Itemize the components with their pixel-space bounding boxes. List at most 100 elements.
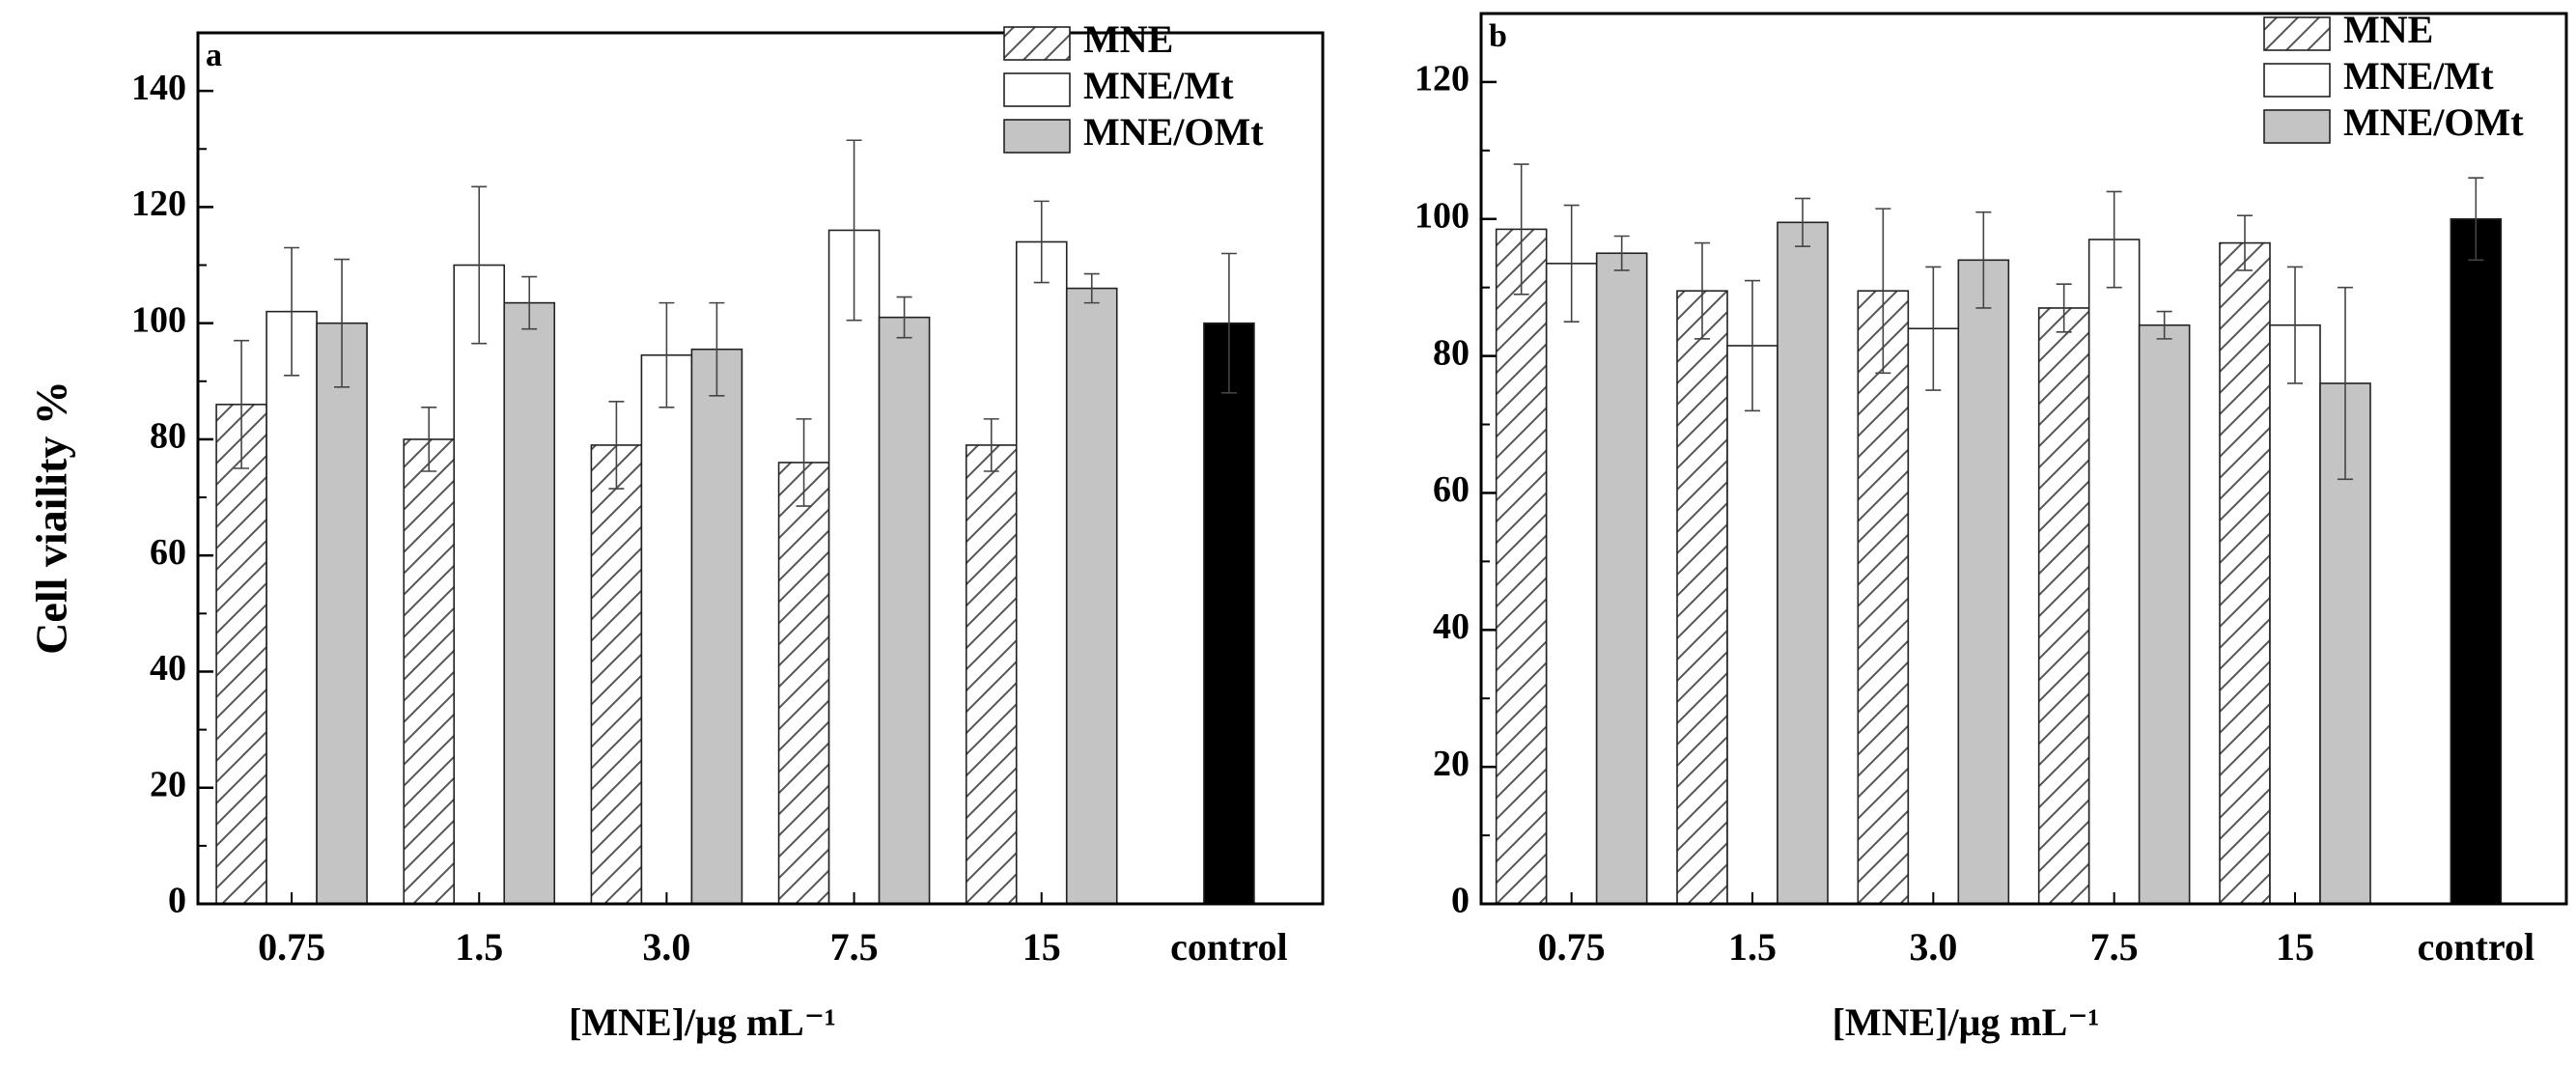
- bar-b-control-control: [2450, 217, 2503, 905]
- legend-label: MNE: [1083, 17, 1173, 61]
- error-bar: [608, 401, 625, 490]
- error-bar: [1975, 211, 1992, 309]
- error-bar: [983, 418, 999, 472]
- x-axis-title: [MNE]/μg mL⁻¹: [1833, 1000, 2100, 1044]
- error-bar: [709, 301, 725, 397]
- error-bar: [1083, 272, 1100, 304]
- bar-b-mne-mt-0_75: [1545, 263, 1598, 905]
- bar-b-mne-7_5: [2037, 307, 2090, 905]
- error-bar: [796, 418, 812, 507]
- legend-label: MNE/OMt: [1083, 110, 1264, 154]
- panel-letter: a: [206, 38, 222, 73]
- error-bar: [1795, 197, 1810, 247]
- plot-frame: [196, 31, 1325, 906]
- bar-b-mne-1_5: [1676, 290, 1728, 905]
- y-tick-label: 0: [1451, 881, 1470, 921]
- y-tick-label: 40: [1433, 606, 1470, 647]
- x-tick-label: control: [1170, 925, 1287, 969]
- y-tick-label: 0: [168, 881, 186, 921]
- bar-a-mne-3_0: [590, 444, 643, 905]
- bar-b-mne-mt-1_5: [1726, 345, 1778, 905]
- legend-swatch: [1003, 72, 1071, 107]
- error-bar: [334, 258, 350, 388]
- legend-label: MNE: [2343, 8, 2433, 51]
- error-bar: [2287, 266, 2303, 384]
- error-bar: [1694, 241, 1710, 340]
- error-bar: [1745, 279, 1760, 412]
- x-tick-label: 15: [1022, 925, 1061, 969]
- error-bar: [846, 139, 862, 322]
- bar-a-mne-15: [965, 444, 1018, 905]
- y-tick-label: 120: [131, 183, 186, 224]
- x-tick-label: 0.75: [258, 925, 325, 969]
- y-tick-label: 120: [1414, 59, 1470, 99]
- x-tick-label: 1.5: [1728, 925, 1777, 969]
- legend-label: MNE/Mt: [1083, 64, 1234, 107]
- bar-b-mne-15: [2219, 241, 2271, 905]
- x-tick-label: 7.5: [2090, 925, 2139, 969]
- legend-label: MNE/OMt: [2343, 100, 2524, 144]
- bar-a-mne-omt-1_5: [503, 301, 556, 905]
- bar-a-mne-mt-15: [1015, 240, 1068, 905]
- y-axis-title: Cell viaility %: [27, 380, 76, 655]
- error-bar: [2468, 177, 2484, 262]
- y-tick-label: 20: [150, 764, 186, 804]
- legend-swatch: [1003, 119, 1071, 154]
- y-tick-label: 60: [1433, 469, 1470, 510]
- y-tick-label: 60: [150, 532, 186, 573]
- x-tick-label: 3.0: [642, 925, 690, 969]
- x-tick-label: 3.0: [1909, 925, 1957, 969]
- panel-letter: b: [1489, 18, 1507, 54]
- bar-b-mne-omt-7_5: [2138, 324, 2191, 905]
- bar-a-mne-omt-7_5: [878, 316, 931, 905]
- y-tick-label: 100: [1414, 195, 1470, 236]
- error-bar: [1220, 252, 1237, 394]
- bar-b-mne-mt-15: [2269, 324, 2321, 905]
- bar-a-mne-1_5: [403, 438, 456, 905]
- panel-a: 0 20 40 60 80 100 120 140 0.75 1.5 3.0 7.5 15 control…: [131, 17, 1325, 1044]
- plot-frame: [1479, 12, 2568, 906]
- error-bar: [896, 295, 912, 339]
- y-tick-label: 80: [150, 416, 186, 457]
- error-bar: [2156, 310, 2172, 340]
- bar-b-mne-0_75: [1495, 228, 1548, 905]
- x-tick-label: 15: [2276, 925, 2314, 969]
- bar-b-mne-3_0: [1857, 290, 1910, 905]
- y-tick-label: 140: [131, 68, 186, 108]
- bar-a-mne-7_5: [777, 462, 830, 905]
- bar-b-mne-omt-0_75: [1595, 252, 1648, 905]
- bar-a-mne-omt-3_0: [690, 348, 743, 905]
- error-bar: [1875, 208, 1891, 375]
- bar-b-mne-omt-3_0: [1957, 259, 2010, 905]
- error-bar: [471, 185, 488, 345]
- y-tick-label: 100: [131, 299, 186, 340]
- error-bar: [1033, 200, 1050, 284]
- y-tick-label: 20: [1433, 744, 1470, 784]
- error-bar: [1563, 204, 1580, 323]
- bar-a-mne-mt-0_75: [266, 310, 318, 905]
- bar-a-mne-omt-15: [1065, 287, 1118, 905]
- x-tick-label: 1.5: [455, 925, 503, 969]
- error-bar: [1613, 235, 1630, 271]
- bar-b-mne-omt-1_5: [1777, 221, 1829, 905]
- error-bar: [1925, 266, 1942, 391]
- error-bar: [1513, 163, 1529, 295]
- bars-layer: 0 20 40 60 80 100 120 140 0.75 1.5 3.0 7.5 15 control…: [131, 8, 2568, 1044]
- error-bar: [2338, 286, 2353, 481]
- error-bar: [2056, 283, 2072, 333]
- y-tick-label: 40: [150, 648, 186, 689]
- bar-b-mne-mt-7_5: [2087, 239, 2141, 905]
- legend-label: MNE/Mt: [2343, 54, 2494, 98]
- error-bar: [421, 407, 437, 472]
- x-tick-label: 0.75: [1538, 925, 1606, 969]
- legend-swatch: [2263, 63, 2331, 98]
- error-bar: [658, 301, 675, 408]
- bar-a-mne-mt-3_0: [640, 353, 693, 905]
- x-tick-label: control: [2418, 925, 2534, 969]
- error-bar: [284, 246, 300, 377]
- bar-a-mne-mt-1_5: [453, 264, 506, 905]
- x-axis-title: [MNE]/μg mL⁻¹: [569, 1000, 836, 1044]
